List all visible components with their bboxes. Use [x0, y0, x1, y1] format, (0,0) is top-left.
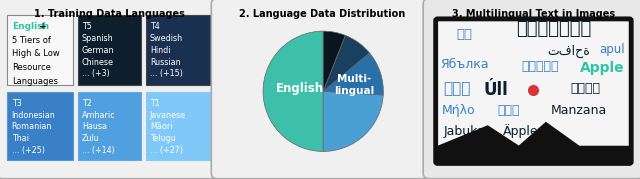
- FancyBboxPatch shape: [145, 92, 211, 160]
- Text: T4
Swedish
Hindi
Russian
... (+15): T4 Swedish Hindi Russian ... (+15): [150, 22, 183, 78]
- FancyBboxPatch shape: [8, 16, 74, 85]
- FancyBboxPatch shape: [0, 0, 222, 179]
- Polygon shape: [438, 123, 629, 162]
- FancyBboxPatch shape: [211, 0, 434, 179]
- Text: apul: apul: [600, 43, 625, 56]
- Text: 2. Language Data Distribution: 2. Language Data Distribution: [239, 9, 406, 19]
- Text: Ябълка: Ябълка: [440, 58, 489, 71]
- Wedge shape: [323, 91, 383, 151]
- Text: Multi-
lingual: Multi- lingual: [334, 74, 374, 96]
- Text: Äpple: Äpple: [503, 124, 539, 138]
- Text: Languages: Languages: [12, 77, 58, 86]
- Text: 1. Training Data Languages: 1. Training Data Languages: [34, 9, 185, 19]
- Text: T3
Indonesian
Romanian
Thai
... (+25): T3 Indonesian Romanian Thai ... (+25): [12, 99, 56, 155]
- Text: High & Low: High & Low: [12, 50, 60, 59]
- Text: ஆப்பிள்: ஆப்பிள்: [516, 20, 592, 38]
- Text: +: +: [36, 22, 47, 31]
- Text: Resource: Resource: [12, 63, 51, 72]
- Text: تفاحة: تفاحة: [547, 45, 590, 58]
- Text: 苹果: 苹果: [457, 28, 473, 41]
- Text: English: English: [276, 82, 324, 95]
- Text: Manzana: Manzana: [551, 104, 607, 117]
- Text: T5
Spanish
German
Chinese
... (+3): T5 Spanish German Chinese ... (+3): [82, 22, 115, 78]
- Text: Úll: Úll: [484, 81, 508, 99]
- Text: T2
Amharic
Hausa
Zulu
... (+14): T2 Amharic Hausa Zulu ... (+14): [82, 99, 115, 155]
- FancyBboxPatch shape: [77, 16, 141, 85]
- FancyBboxPatch shape: [436, 19, 631, 163]
- Text: सेब: सेब: [443, 81, 470, 96]
- Wedge shape: [323, 31, 346, 91]
- Text: 5 Tiers of: 5 Tiers of: [12, 36, 51, 45]
- Wedge shape: [263, 31, 323, 151]
- Text: Apple: Apple: [580, 61, 625, 75]
- FancyBboxPatch shape: [423, 0, 640, 179]
- Text: ብብብብ: ብብብብ: [570, 82, 600, 95]
- FancyBboxPatch shape: [145, 16, 211, 85]
- Text: T1
Javanese
Māori
Telugu
... (+27): T1 Javanese Māori Telugu ... (+27): [150, 99, 186, 155]
- FancyBboxPatch shape: [8, 92, 74, 160]
- Text: ఆపిల్: ఆపిల్: [521, 60, 559, 73]
- Wedge shape: [323, 53, 383, 95]
- FancyBboxPatch shape: [77, 92, 141, 160]
- Text: English: English: [12, 22, 49, 31]
- Wedge shape: [323, 35, 369, 91]
- Text: Μήλο: Μήλο: [442, 104, 476, 117]
- Text: እቅብ: እቅብ: [497, 104, 520, 117]
- Text: Jabuka: Jabuka: [444, 125, 486, 138]
- Text: 3. Multilingual Text in Images: 3. Multilingual Text in Images: [452, 9, 615, 19]
